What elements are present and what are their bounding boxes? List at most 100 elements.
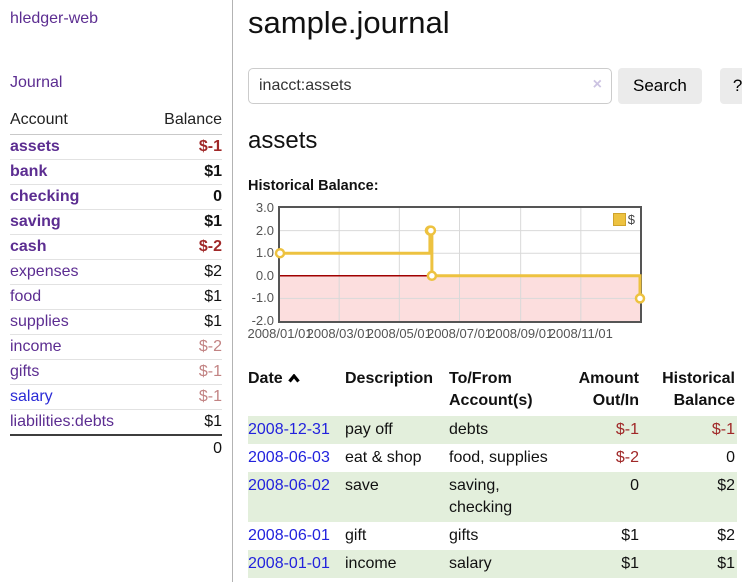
register-header-description: Description	[345, 370, 434, 387]
account-balance: $1	[146, 284, 222, 310]
transaction-accounts: gifts	[449, 527, 479, 544]
account-row: assets $-1	[10, 134, 222, 160]
transaction-row: 2008-06-01 gift gifts $1 $2	[248, 522, 737, 550]
account-balance: $1	[204, 413, 222, 430]
help-button[interactable]: ?	[719, 68, 742, 104]
transaction-date: 2008-06-03	[248, 444, 345, 472]
transaction-balance: $2	[717, 527, 735, 544]
main-content: sample.journal × Search ? assets Histori…	[233, 0, 742, 582]
account-balance: $1	[146, 159, 222, 185]
register-header-date[interactable]: Date	[248, 366, 345, 416]
accounts-header-balance: Balance	[146, 109, 222, 135]
historical-balance-chart: 3.0 2.0 1.0 0.0 -1.0 -2.0 $ 2008/01/01 2008/03…	[247, 201, 648, 346]
register-header-row: Date Description To/From Account(s) Amou…	[248, 366, 737, 416]
transaction-balance: $1	[717, 555, 735, 572]
app-brand-link[interactable]: hledger-web	[10, 10, 99, 27]
account-link[interactable]: checking	[10, 188, 80, 205]
account-row: saving $1	[10, 209, 222, 235]
search-form: × Search ?	[248, 68, 742, 104]
sidebar-item-journal[interactable]: Journal	[10, 74, 63, 91]
clear-search-icon[interactable]: ×	[592, 76, 602, 93]
account-balance: $-1	[146, 134, 222, 160]
account-row: income $-2	[10, 334, 222, 360]
account-balance: $-2	[146, 334, 222, 360]
account-link[interactable]: gifts	[10, 363, 40, 380]
account-balance: 0	[146, 184, 222, 210]
transaction-row: 2008-06-03 eat & shop food, supplies $-2 0	[248, 444, 737, 472]
y-axis-tick-label: 1.0	[255, 245, 274, 261]
y-axis-tick-label: -1.0	[251, 290, 274, 306]
account-row: salary $-1	[10, 384, 222, 410]
x-axis-tick-label: 2008/05/01	[366, 326, 432, 341]
account-row: checking 0	[10, 184, 222, 210]
account-link[interactable]: liabilities:debts	[10, 413, 115, 430]
transaction-date-link[interactable]: 2008-06-02	[248, 477, 330, 494]
account-balance: $-1	[146, 359, 222, 385]
account-link[interactable]: supplies	[10, 313, 69, 330]
x-axis-tick-label: 2008/07/01	[426, 326, 493, 341]
account-row: supplies $1	[10, 309, 222, 335]
transaction-description: eat & shop	[345, 449, 422, 466]
transaction-date: 2008-12-31	[248, 416, 345, 444]
chart-canvas	[274, 208, 646, 321]
account-link[interactable]: salary	[10, 388, 53, 405]
search-button[interactable]: Search	[618, 68, 702, 104]
y-axis-tick-label: 0.0	[255, 267, 274, 283]
x-axis-tick-label: 2008/03/01	[306, 326, 372, 341]
date-header-label: Date	[248, 370, 283, 387]
chart-legend: $	[611, 211, 636, 228]
account-row: gifts $-1	[10, 359, 222, 385]
chart-plot-area: $	[274, 206, 646, 323]
transaction-balance: $2	[717, 477, 735, 494]
account-link[interactable]: expenses	[10, 263, 79, 280]
legend-label: $	[627, 212, 635, 227]
transaction-date-link[interactable]: 2008-06-03	[248, 449, 330, 466]
transaction-date-link[interactable]: 2008-12-31	[248, 421, 330, 438]
account-link[interactable]: bank	[10, 163, 48, 180]
transaction-amount: $1	[621, 555, 639, 572]
accounts-total-row: 0	[10, 434, 222, 462]
account-link[interactable]: food	[10, 288, 42, 305]
transaction-accounts: food, supplies	[449, 449, 548, 466]
account-link[interactable]: saving	[10, 213, 61, 230]
transaction-description: gift	[345, 527, 367, 544]
accounts-header-row: Account Balance	[10, 109, 222, 135]
register-header-amount: Amount Out/In	[578, 370, 639, 409]
account-row: expenses $2	[10, 259, 222, 285]
transaction-amount: $-1	[615, 421, 639, 438]
search-input[interactable]	[248, 68, 612, 104]
account-link[interactable]: income	[10, 338, 62, 355]
sort-ascending-icon	[287, 368, 300, 390]
account-page-title: assets	[248, 127, 318, 154]
account-balance: $-2	[146, 234, 222, 260]
sidebar: hledger-web Journal Account Balance asse…	[0, 0, 233, 582]
transaction-date: 2008-01-01	[248, 550, 345, 578]
account-link[interactable]: assets	[10, 138, 60, 155]
account-balance: $-1	[146, 384, 222, 410]
account-balance: $1	[146, 309, 222, 335]
transaction-description: income	[345, 555, 397, 572]
transaction-description: save	[345, 477, 379, 494]
transaction-amount: 0	[630, 477, 639, 494]
transaction-date-link[interactable]: 2008-01-01	[248, 555, 330, 572]
x-axis-tick-label: 2008/09/01	[488, 326, 554, 341]
chart-title: Historical Balance:	[248, 178, 379, 194]
y-axis-tick-label: 2.0	[255, 222, 274, 238]
transaction-amount: $-2	[615, 449, 639, 466]
account-link[interactable]: cash	[10, 238, 47, 255]
transaction-row: 2008-06-02 save saving, checking 0 $2	[248, 472, 737, 522]
transaction-balance: 0	[726, 449, 735, 466]
accounts-total-value: 0	[146, 434, 222, 462]
transaction-date-link[interactable]: 2008-06-01	[248, 527, 330, 544]
transaction-date: 2008-06-01	[248, 522, 345, 550]
register-table: Date Description To/From Account(s) Amou…	[248, 366, 737, 578]
legend-swatch-icon	[612, 213, 626, 226]
register-header-balance: Historical Balance	[662, 370, 735, 409]
accounts-table: Account Balance assets $-1 bank $1 checking 0…	[10, 109, 222, 462]
y-axis-tick-label: 3.0	[255, 200, 274, 215]
page-title: sample.journal	[248, 5, 450, 40]
account-row: liabilities:debts $1	[10, 410, 222, 436]
x-axis-tick-label: 2008/01/01	[247, 326, 313, 341]
transaction-amount: $1	[621, 527, 639, 544]
